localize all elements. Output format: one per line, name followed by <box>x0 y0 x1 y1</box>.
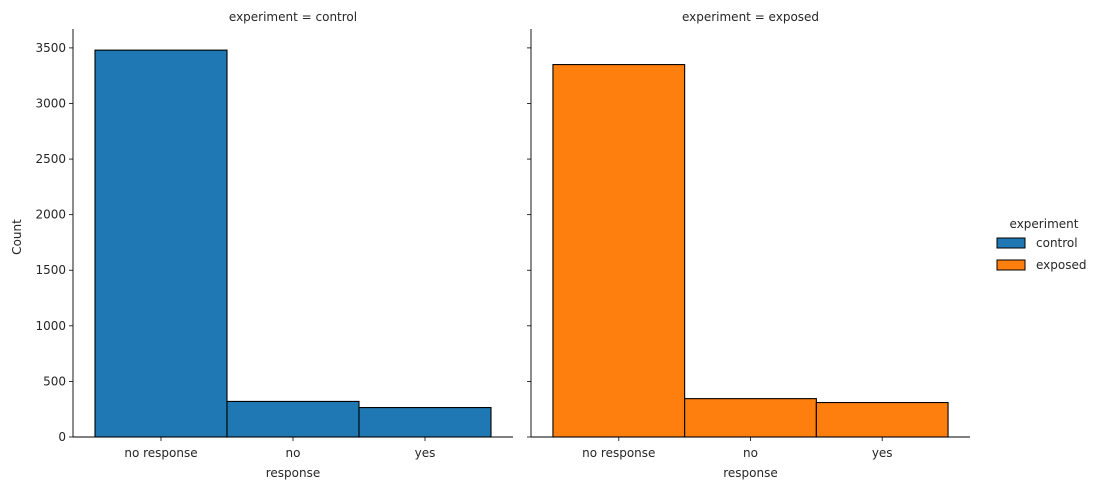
legend-swatch-control <box>996 237 1026 249</box>
bar-no-response <box>94 49 228 438</box>
x-tick-label: no <box>743 446 758 460</box>
legend-swatch-exposed <box>996 259 1026 271</box>
bar-no-response <box>552 64 686 438</box>
facet-panel-1: experiment = control no response no yes 0 500… <box>35 10 513 480</box>
x-tick-label: no response <box>124 446 197 460</box>
legend-label-exposed: exposed <box>1036 258 1086 272</box>
x-tick-label: no <box>286 446 301 460</box>
x-axis-label: response <box>723 466 778 480</box>
facet-panels: experiment = control no response no yes 0 500… <box>35 10 970 480</box>
y-tick-label: 3500 <box>35 41 66 55</box>
x-axis-label: response <box>266 466 321 480</box>
facet-panel-2: experiment = exposed no response no yes resp… <box>527 10 970 480</box>
legend-label-control: control <box>1036 236 1078 250</box>
y-tick-label: 2000 <box>35 208 66 222</box>
x-tick-label: yes <box>415 446 436 460</box>
y-axis-label: Count <box>10 219 24 255</box>
y-tick-label: 2500 <box>35 152 66 166</box>
legend: experiment control exposed <box>996 217 1086 272</box>
x-tick-label: yes <box>872 446 893 460</box>
panel-title: experiment = exposed <box>682 10 819 24</box>
y-tick-label: 500 <box>43 374 66 388</box>
y-tick-label: 0 <box>58 430 66 444</box>
bar-yes <box>815 401 949 438</box>
bar-no <box>226 400 360 438</box>
x-tick-label: no response <box>582 446 655 460</box>
y-tick-label: 3000 <box>35 96 66 110</box>
panel-title: experiment = control <box>229 10 357 24</box>
bar-no <box>684 398 817 438</box>
bar-yes <box>358 406 492 438</box>
y-tick-label: 1000 <box>35 319 66 333</box>
legend-title: experiment <box>1010 217 1079 231</box>
y-tick-label: 1500 <box>35 263 66 277</box>
